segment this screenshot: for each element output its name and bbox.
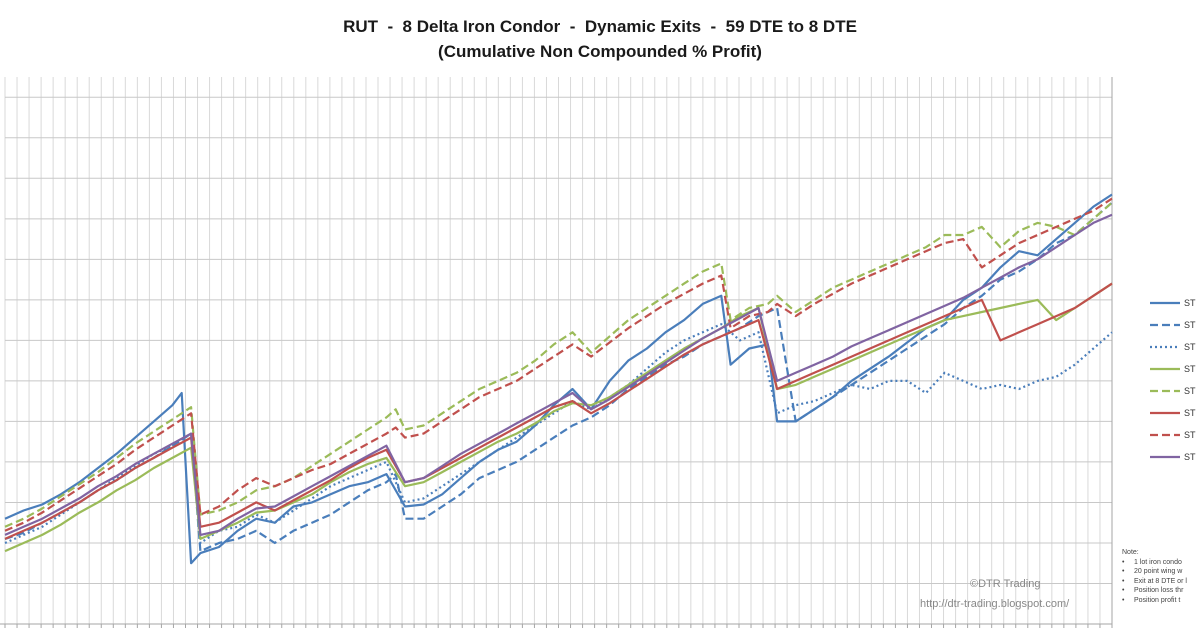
legend-item: ST bbox=[1150, 424, 1200, 446]
note-item: Position profit t bbox=[1122, 596, 1200, 606]
grid-lines bbox=[4, 77, 1113, 625]
legend-label: ST bbox=[1184, 386, 1196, 396]
legend-swatch bbox=[1150, 389, 1180, 393]
legend-item: ST bbox=[1150, 380, 1200, 402]
legend-item: ST bbox=[1150, 446, 1200, 468]
note-item: Exit at 8 DTE or l bbox=[1122, 577, 1200, 587]
legend-item: ST bbox=[1150, 336, 1200, 358]
legend-label: ST bbox=[1184, 298, 1196, 308]
legend-label: ST bbox=[1184, 430, 1196, 440]
legend-item: ST bbox=[1150, 358, 1200, 380]
plot-border bbox=[0, 77, 1113, 628]
legend-swatch bbox=[1150, 301, 1180, 305]
legend-swatch bbox=[1150, 367, 1180, 371]
note-item: 20 point wing w bbox=[1122, 567, 1200, 577]
series-line-1 bbox=[4, 193, 1113, 565]
chart-title-block: RUT - 8 Delta Iron Condor - Dynamic Exit… bbox=[0, 14, 1200, 64]
legend: ST ST ST ST ST ST ST ST bbox=[1150, 292, 1200, 468]
note-item: Position loss thr bbox=[1122, 586, 1200, 596]
watermark-copyright: ©DTR Trading bbox=[970, 578, 1041, 590]
note-item: 1 lot iron condo bbox=[1122, 558, 1200, 568]
chart-subtitle: (Cumulative Non Compounded % Profit) bbox=[438, 42, 762, 61]
legend-item: ST bbox=[1150, 314, 1200, 336]
chart-title: RUT - 8 Delta Iron Condor - Dynamic Exit… bbox=[343, 17, 857, 36]
series-lines bbox=[4, 193, 1113, 565]
series-line-7 bbox=[4, 197, 1113, 532]
legend-label: ST bbox=[1184, 408, 1196, 418]
series-line-5 bbox=[4, 201, 1113, 528]
legend-label: ST bbox=[1184, 320, 1196, 330]
watermark-url: http://dtr-trading.blogspot.com/ bbox=[920, 598, 1070, 610]
legend-swatch bbox=[1150, 455, 1180, 459]
legend-swatch bbox=[1150, 433, 1180, 437]
note-items: 1 lot iron condo20 point wing wExit at 8… bbox=[1122, 558, 1200, 606]
legend-label: ST bbox=[1184, 342, 1196, 352]
series-line-8 bbox=[4, 213, 1113, 537]
note-box: Note: 1 lot iron condo20 point wing wExi… bbox=[1122, 548, 1200, 606]
legend-swatch bbox=[1150, 411, 1180, 415]
legend-label: ST bbox=[1184, 364, 1196, 374]
legend-swatch bbox=[1150, 323, 1180, 327]
note-heading: Note: bbox=[1122, 549, 1139, 556]
legend-item: ST bbox=[1150, 292, 1200, 314]
legend-swatch bbox=[1150, 345, 1180, 349]
legend-item: ST bbox=[1150, 402, 1200, 424]
legend-label: ST bbox=[1184, 452, 1196, 462]
